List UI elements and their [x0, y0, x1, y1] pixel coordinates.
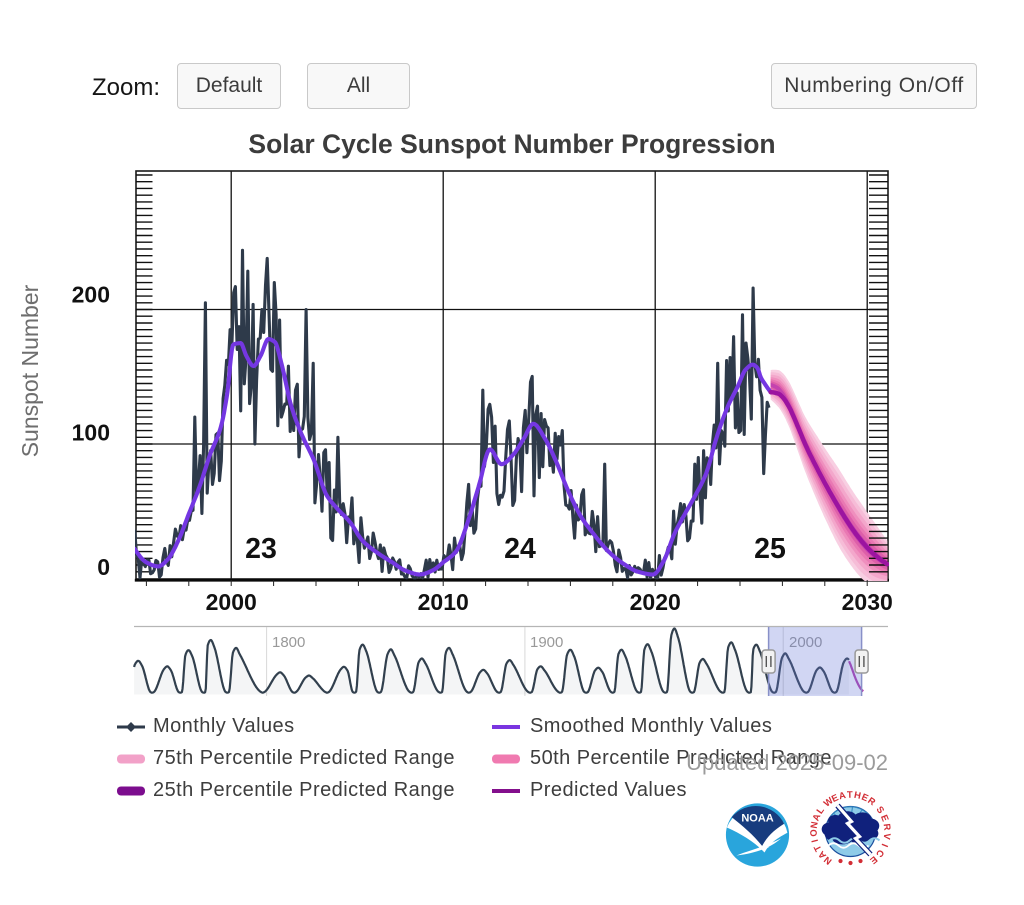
svg-text:E: E: [830, 791, 840, 804]
svg-text:A: A: [810, 812, 823, 823]
svg-text:100: 100: [72, 420, 110, 446]
svg-text:NOAA: NOAA: [741, 813, 773, 825]
svg-text:2010: 2010: [418, 589, 469, 615]
svg-text:1800: 1800: [272, 634, 305, 651]
svg-text:V: V: [882, 833, 894, 841]
svg-text:I: I: [809, 838, 820, 843]
svg-text:23: 23: [245, 533, 277, 565]
svg-text:2030: 2030: [842, 589, 893, 615]
svg-text:A: A: [838, 789, 847, 801]
svg-text:L: L: [814, 804, 826, 815]
svg-text:200: 200: [72, 282, 110, 308]
svg-text:T: T: [847, 789, 853, 800]
svg-text:O: O: [808, 829, 819, 837]
svg-text:R: R: [882, 823, 894, 831]
svg-text:1900: 1900: [530, 634, 563, 651]
svg-text:N: N: [808, 820, 820, 829]
svg-text:Sunspot Number: Sunspot Number: [17, 284, 43, 457]
svg-text:25: 25: [754, 533, 786, 565]
svg-text:S: S: [874, 804, 887, 816]
svg-text:2020: 2020: [630, 589, 681, 615]
svg-text:E: E: [868, 854, 880, 866]
svg-text:T: T: [811, 843, 824, 853]
svg-text:I: I: [879, 842, 890, 849]
svg-text:0: 0: [97, 554, 110, 580]
svg-text:2000: 2000: [206, 589, 257, 615]
svg-text:E: E: [860, 791, 870, 804]
svg-text:2000: 2000: [789, 634, 822, 651]
svg-text:E: E: [879, 813, 892, 823]
svg-text:H: H: [853, 789, 862, 801]
svg-text:24: 24: [504, 533, 536, 565]
